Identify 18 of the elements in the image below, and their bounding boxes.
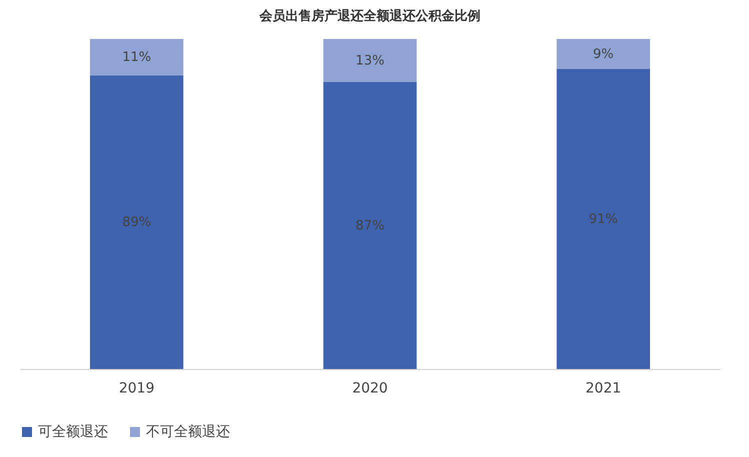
x-tick-label: 2021 (586, 380, 622, 396)
legend-label: 不可全额退还 (146, 424, 230, 440)
bar (323, 82, 417, 369)
data-label: 9% (593, 46, 614, 62)
chart-title: 会员出售房产退还全额退还公积金比例 (258, 8, 480, 24)
bar (90, 39, 184, 76)
bar (556, 68, 650, 369)
bar (323, 39, 417, 82)
bar (556, 39, 650, 69)
legend-label: 可全额退还 (38, 424, 108, 440)
data-label: 89% (122, 215, 152, 230)
x-tick-label: 2019 (118, 380, 154, 396)
data-label: 13% (356, 53, 384, 68)
x-tick-label: 2020 (352, 380, 388, 396)
bar (90, 75, 184, 369)
data-label: 91% (588, 212, 618, 227)
data-label: 87% (356, 218, 384, 234)
data-label: 11% (122, 50, 152, 66)
